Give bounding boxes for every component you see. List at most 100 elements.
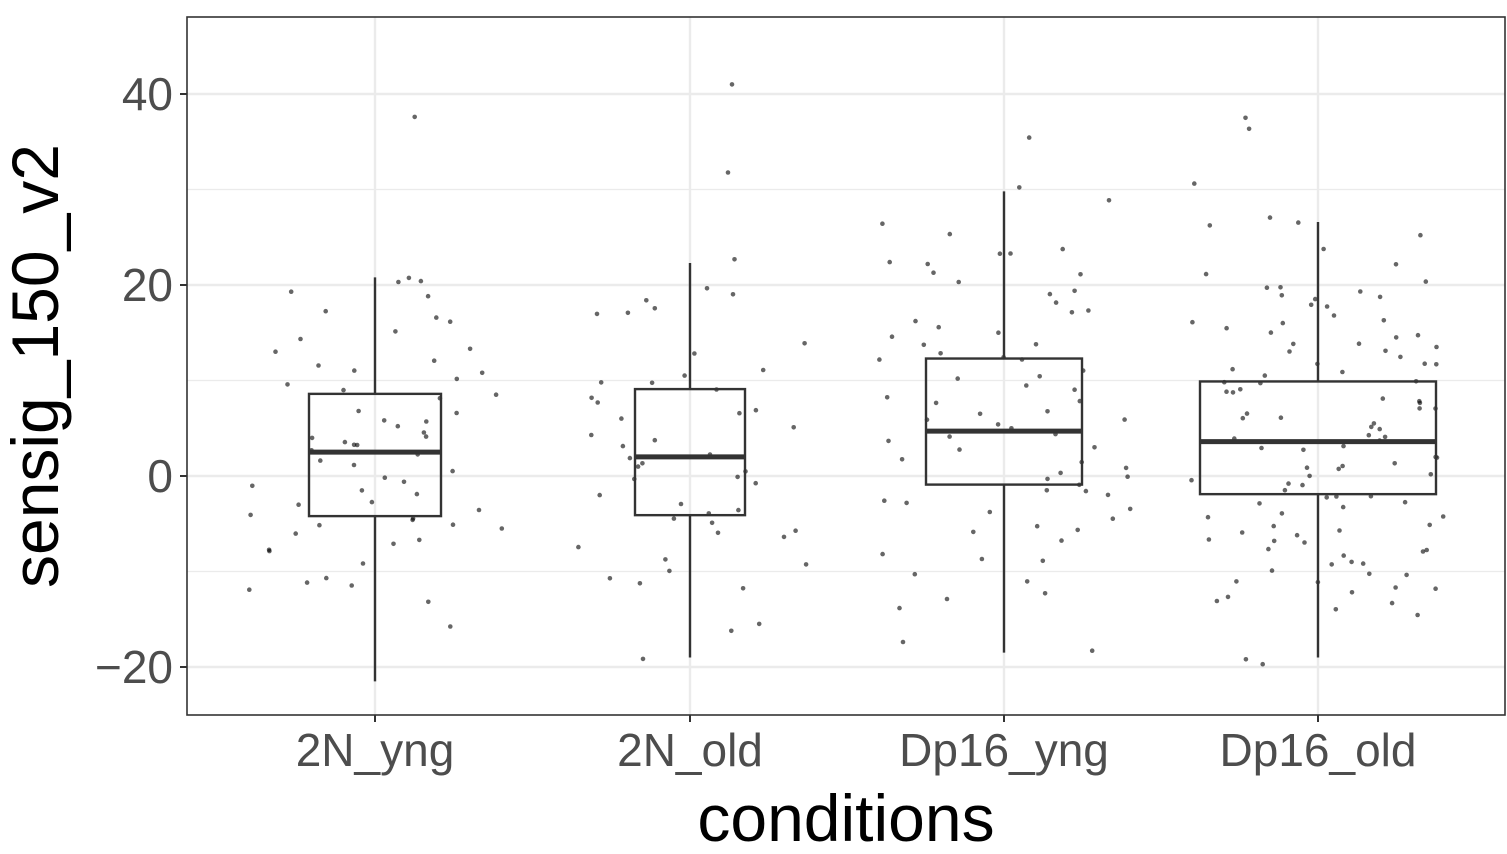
- data-point: [1257, 501, 1262, 506]
- data-point: [1382, 434, 1388, 440]
- data-point: [1034, 523, 1040, 529]
- data-point: [947, 231, 953, 237]
- data-point: [351, 462, 357, 468]
- data-point: [667, 568, 672, 574]
- data-point: [635, 464, 641, 469]
- data-point: [753, 407, 759, 413]
- data-point: [1294, 532, 1300, 538]
- data-point: [1269, 568, 1275, 573]
- data-point: [421, 430, 427, 435]
- data-point: [382, 475, 388, 481]
- data-point: [1224, 389, 1229, 395]
- data-point: [997, 251, 1003, 256]
- data-point: [1349, 559, 1354, 565]
- data-point: [1243, 657, 1249, 662]
- data-point: [1312, 296, 1318, 302]
- data-point: [649, 380, 655, 386]
- data-point: [880, 221, 885, 226]
- data-point: [753, 480, 758, 486]
- data-point: [434, 315, 439, 320]
- data-point: [1244, 411, 1250, 416]
- data-point: [1393, 262, 1399, 267]
- data-point: [598, 380, 604, 385]
- data-point: [678, 501, 684, 507]
- y-tick-label: 40: [122, 68, 173, 120]
- data-point: [692, 351, 697, 356]
- data-point: [450, 522, 456, 527]
- data-point: [1105, 492, 1111, 498]
- data-point: [627, 455, 633, 461]
- data-point: [589, 432, 594, 438]
- data-point: [1341, 443, 1346, 449]
- data-point: [1302, 540, 1307, 545]
- data-point: [288, 289, 294, 295]
- data-point: [1192, 181, 1197, 186]
- y-tick-label: 20: [122, 259, 173, 311]
- data-point: [318, 458, 323, 463]
- data-point: [369, 499, 375, 505]
- data-point: [704, 286, 710, 291]
- data-point: [887, 259, 892, 265]
- data-point: [938, 351, 943, 356]
- data-point: [663, 557, 668, 562]
- data-point: [1259, 445, 1264, 451]
- data-point: [1304, 465, 1310, 471]
- data-point: [1367, 571, 1372, 577]
- data-point: [921, 342, 927, 348]
- data-point: [644, 298, 649, 303]
- data-point: [947, 434, 952, 439]
- data-point: [715, 530, 721, 536]
- data-point: [1234, 579, 1239, 584]
- data-point: [979, 556, 985, 562]
- data-point: [414, 491, 420, 497]
- data-point: [1026, 135, 1032, 140]
- data-point: [1418, 232, 1423, 238]
- box-iqr: [307, 392, 443, 518]
- data-point: [1075, 527, 1080, 533]
- data-point: [1060, 246, 1065, 252]
- data-point: [889, 334, 895, 340]
- data-point: [732, 257, 737, 262]
- data-point: [423, 434, 429, 439]
- data-point: [425, 293, 431, 299]
- grid-lines: [187, 17, 1505, 715]
- data-point: [1127, 506, 1133, 512]
- data-point: [1203, 271, 1209, 277]
- data-point: [1393, 585, 1398, 590]
- data-point: [1278, 415, 1284, 421]
- data-point: [1058, 470, 1063, 476]
- data-point: [1238, 387, 1243, 392]
- y-axis-title: sensig_150_v2: [0, 144, 72, 588]
- data-point: [1356, 341, 1362, 347]
- data-point: [285, 382, 290, 387]
- data-point: [1045, 409, 1050, 414]
- data-point: [424, 419, 429, 424]
- data-point: [899, 457, 905, 462]
- data-point: [1334, 494, 1339, 499]
- data-point: [341, 387, 346, 393]
- data-point: [956, 279, 961, 285]
- data-point: [1286, 481, 1291, 486]
- data-point: [493, 392, 499, 398]
- data-point: [1239, 530, 1245, 535]
- data-point: [1072, 387, 1077, 393]
- data-point: [607, 576, 613, 581]
- data-point: [977, 411, 983, 417]
- data-point: [396, 279, 401, 285]
- data-point: [1398, 354, 1403, 360]
- data-point: [877, 357, 882, 362]
- data-point: [418, 278, 424, 284]
- data-point: [897, 605, 902, 611]
- data-point: [352, 368, 357, 373]
- data-point: [1427, 522, 1432, 528]
- data-point: [1337, 528, 1342, 533]
- data-point: [1206, 537, 1212, 542]
- data-point: [1389, 600, 1395, 606]
- data-point: [1291, 341, 1296, 347]
- data-point: [912, 571, 918, 577]
- data-point: [1358, 289, 1363, 294]
- data-point: [1078, 272, 1083, 277]
- data-point: [1417, 406, 1422, 411]
- data-point: [987, 509, 993, 515]
- data-point: [1301, 447, 1306, 453]
